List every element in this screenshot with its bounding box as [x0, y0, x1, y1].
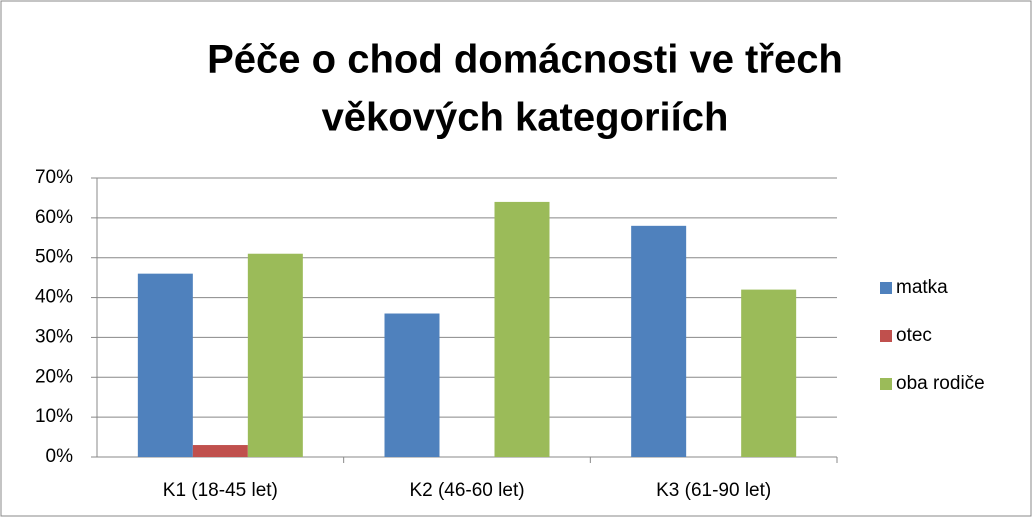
bar [631, 225, 687, 457]
y-tick-label: 10% [35, 406, 73, 427]
legend-label: oba rodiče [896, 373, 985, 394]
y-tick-label: 30% [35, 326, 73, 347]
x-tick-label: K2 (46-60 let) [409, 480, 524, 501]
y-tick-label: 40% [35, 287, 73, 308]
bar [384, 313, 440, 457]
bar [247, 253, 303, 457]
bar [741, 289, 797, 457]
y-tick-label: 60% [35, 207, 73, 228]
legend-label: matka [896, 277, 948, 298]
x-tick-label: K3 (61-90 let) [656, 480, 771, 501]
chart-title: Péče o chod domácnosti ve třech [207, 38, 843, 82]
bar [137, 273, 193, 457]
y-tick-label: 0% [46, 446, 74, 467]
y-tick-label: 50% [35, 247, 73, 268]
y-tick-label: 70% [35, 167, 73, 188]
legend-swatch [880, 282, 892, 294]
bar [494, 201, 550, 457]
chart-title: věkových kategoriích [322, 96, 729, 140]
x-tick-label: K1 (18-45 let) [163, 480, 278, 501]
y-tick-label: 20% [35, 366, 73, 387]
legend-swatch [880, 330, 892, 342]
legend-swatch [880, 378, 892, 390]
legend-label: otec [896, 325, 932, 346]
bar [192, 445, 248, 457]
